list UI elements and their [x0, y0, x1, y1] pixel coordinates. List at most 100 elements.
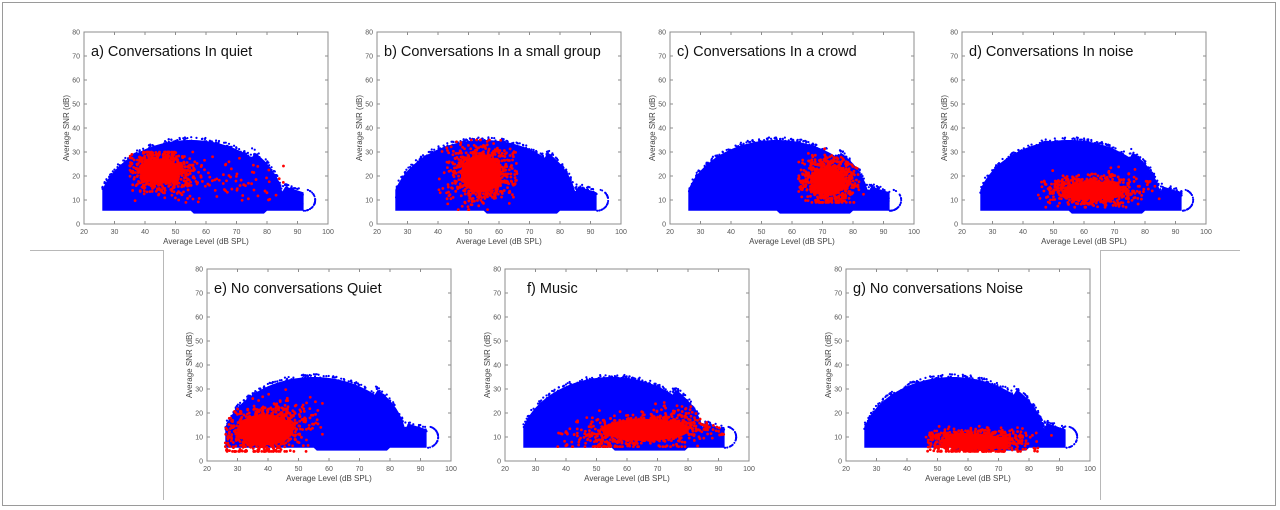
- blue-point: [113, 168, 116, 171]
- blue-point: [304, 209, 307, 212]
- blue-point: [312, 193, 315, 196]
- red-point: [153, 185, 157, 188]
- blue-point: [174, 142, 177, 145]
- blue-point: [210, 140, 213, 143]
- divider-left-vertical: [163, 250, 164, 500]
- blue-point: [270, 172, 273, 176]
- blue-point: [122, 173, 126, 176]
- blue-point: [194, 155, 198, 158]
- blue-point: [191, 143, 194, 146]
- blue-point: [213, 150, 216, 153]
- blue-point: [301, 202, 304, 205]
- blue-point: [109, 175, 112, 178]
- blue-point: [167, 140, 170, 143]
- blue-point: [196, 144, 199, 147]
- blue-point: [274, 173, 277, 177]
- blue-point: [159, 145, 162, 148]
- blue-point: [174, 139, 177, 142]
- blue-point: [116, 174, 119, 177]
- blue-point: [113, 177, 116, 181]
- blue-point: [121, 166, 124, 169]
- blue-point: [122, 159, 125, 162]
- blue-point: [246, 160, 249, 163]
- blue-point: [199, 157, 202, 160]
- blue-point: [225, 152, 229, 155]
- blue-point: [220, 152, 223, 155]
- blue-point: [264, 158, 267, 161]
- blue-point: [194, 140, 197, 143]
- blue-point: [167, 138, 170, 141]
- blue-point: [284, 194, 287, 197]
- blue-point: [117, 177, 120, 180]
- red-point: [142, 189, 146, 193]
- blue-point: [214, 145, 217, 148]
- blue-point: [278, 181, 281, 184]
- blue-point: [209, 150, 212, 153]
- blue-point: [241, 157, 244, 160]
- red-point: [176, 185, 180, 188]
- blue-point: [182, 137, 185, 140]
- blue-point: [204, 148, 208, 151]
- blue-point: [264, 163, 267, 166]
- blue-point: [299, 192, 302, 195]
- blue-point: [270, 168, 273, 172]
- blue-point: [232, 144, 236, 147]
- red-point: [167, 184, 171, 188]
- blue-point: [176, 145, 179, 148]
- blue-point: [248, 156, 251, 159]
- blue-point: [221, 155, 224, 158]
- blue-point: [280, 191, 283, 195]
- blue-point: [280, 187, 283, 190]
- red-point: [195, 161, 199, 165]
- blue-point: [125, 167, 128, 170]
- blue-point: [195, 136, 198, 140]
- blue-point: [224, 141, 227, 144]
- blue-point: [210, 147, 214, 151]
- blue-point: [208, 140, 212, 143]
- blue-point: [268, 164, 271, 167]
- blue-point: [305, 209, 308, 212]
- blue-point: [277, 181, 280, 184]
- blue-point: [183, 138, 186, 142]
- blue-point: [124, 156, 127, 160]
- blue-point: [138, 149, 141, 152]
- blue-point: [219, 149, 222, 153]
- blue-point: [230, 154, 233, 157]
- blue-point: [202, 140, 205, 143]
- blue-point: [116, 168, 120, 171]
- blue-point: [238, 154, 242, 157]
- red-point: [138, 189, 142, 193]
- blue-point: [207, 152, 211, 155]
- blue-point: [231, 150, 234, 153]
- blue-point: [236, 150, 239, 153]
- blue-point: [253, 148, 256, 151]
- blue-point: [178, 137, 182, 141]
- blue-point: [186, 137, 189, 140]
- blue-point: [106, 186, 109, 189]
- blue-point: [242, 151, 245, 155]
- blue-point: [234, 152, 237, 155]
- blue-point: [200, 137, 204, 141]
- blue-point: [284, 192, 287, 195]
- blue-point: [107, 180, 111, 183]
- blue-point: [118, 170, 122, 173]
- divider-right-horizontal: [1100, 250, 1240, 251]
- divider-left-horizontal: [30, 250, 164, 251]
- blue-point: [313, 202, 316, 205]
- red-point: [184, 201, 188, 204]
- blue-point: [152, 148, 155, 151]
- blue-point: [172, 143, 175, 146]
- blue-point: [289, 187, 292, 190]
- blue-point: [277, 190, 280, 193]
- blue-point: [275, 178, 278, 181]
- blue-point: [293, 187, 296, 190]
- blue-point: [242, 159, 245, 162]
- blue-point: [198, 147, 201, 151]
- blue-point: [170, 138, 173, 141]
- blue-point: [168, 144, 171, 147]
- divider-right-vertical: [1100, 250, 1101, 500]
- blue-point: [184, 141, 187, 144]
